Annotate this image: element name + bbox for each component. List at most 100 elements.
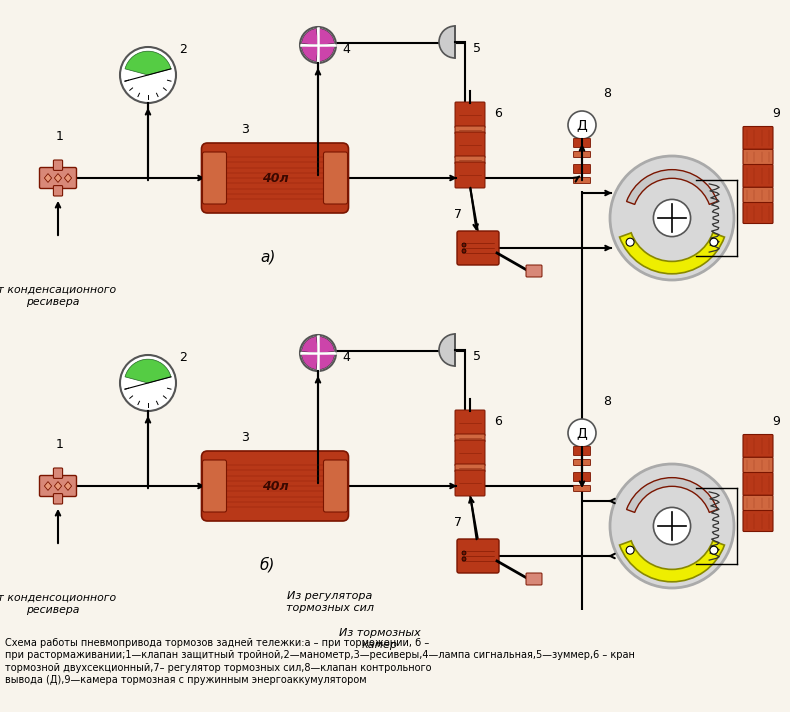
Text: 2: 2 [179, 43, 187, 56]
FancyBboxPatch shape [457, 539, 499, 573]
Polygon shape [65, 481, 72, 491]
Wedge shape [626, 169, 717, 204]
Text: а): а) [260, 250, 276, 265]
Text: Д: Д [577, 118, 588, 132]
Text: 7: 7 [454, 516, 462, 529]
Circle shape [710, 239, 718, 246]
Wedge shape [619, 233, 724, 274]
Text: 3: 3 [241, 431, 249, 444]
FancyBboxPatch shape [54, 493, 62, 504]
Circle shape [568, 419, 596, 447]
Circle shape [610, 156, 734, 280]
Circle shape [653, 199, 690, 236]
Circle shape [462, 249, 466, 253]
Polygon shape [44, 174, 51, 182]
FancyBboxPatch shape [526, 573, 542, 585]
Text: 3: 3 [241, 123, 249, 136]
Text: 9: 9 [772, 415, 780, 428]
FancyBboxPatch shape [323, 460, 348, 512]
Polygon shape [55, 481, 62, 491]
FancyBboxPatch shape [455, 440, 485, 466]
Text: От конденсационного
ресивера: От конденсационного ресивера [0, 285, 117, 307]
Circle shape [710, 546, 718, 554]
FancyBboxPatch shape [457, 231, 499, 265]
Wedge shape [302, 353, 318, 370]
Wedge shape [439, 334, 455, 366]
Circle shape [120, 47, 176, 103]
FancyBboxPatch shape [455, 126, 485, 134]
Wedge shape [439, 26, 455, 58]
FancyBboxPatch shape [743, 473, 773, 496]
FancyBboxPatch shape [574, 177, 590, 184]
Circle shape [568, 111, 596, 139]
FancyBboxPatch shape [743, 457, 773, 473]
FancyBboxPatch shape [54, 160, 62, 170]
Text: 6: 6 [494, 415, 502, 428]
FancyBboxPatch shape [574, 164, 590, 174]
Circle shape [462, 557, 466, 561]
Text: 9: 9 [772, 107, 780, 120]
Polygon shape [55, 174, 62, 182]
Circle shape [626, 239, 634, 246]
FancyBboxPatch shape [455, 102, 485, 128]
Circle shape [462, 551, 466, 555]
Text: Д: Д [577, 426, 588, 440]
FancyBboxPatch shape [574, 139, 590, 147]
Wedge shape [302, 45, 318, 61]
FancyBboxPatch shape [201, 143, 348, 213]
Text: 4: 4 [342, 351, 350, 364]
Wedge shape [626, 478, 717, 513]
Text: 40л: 40л [261, 172, 288, 184]
FancyBboxPatch shape [743, 127, 773, 150]
Polygon shape [65, 174, 72, 182]
Circle shape [653, 508, 690, 545]
Wedge shape [318, 337, 334, 353]
Text: От конденсоционного
ресивера: От конденсоционного ресивера [0, 593, 117, 614]
Wedge shape [125, 51, 171, 75]
FancyBboxPatch shape [54, 186, 62, 196]
Text: 4: 4 [342, 43, 350, 56]
FancyBboxPatch shape [323, 152, 348, 204]
FancyBboxPatch shape [743, 511, 773, 531]
Wedge shape [318, 353, 334, 370]
FancyBboxPatch shape [455, 464, 485, 472]
Wedge shape [302, 28, 318, 45]
FancyBboxPatch shape [202, 152, 227, 204]
FancyBboxPatch shape [455, 132, 485, 158]
FancyBboxPatch shape [574, 152, 590, 157]
Circle shape [120, 355, 176, 411]
FancyBboxPatch shape [574, 446, 590, 456]
FancyBboxPatch shape [743, 202, 773, 224]
FancyBboxPatch shape [201, 451, 348, 521]
FancyBboxPatch shape [574, 459, 590, 466]
FancyBboxPatch shape [526, 265, 542, 277]
Text: 40л: 40л [261, 479, 288, 493]
FancyBboxPatch shape [743, 434, 773, 457]
Text: 5: 5 [473, 42, 481, 55]
FancyBboxPatch shape [743, 187, 773, 203]
FancyBboxPatch shape [743, 496, 773, 511]
Text: 7: 7 [454, 208, 462, 221]
FancyBboxPatch shape [40, 476, 77, 496]
Text: б): б) [260, 557, 276, 573]
Wedge shape [318, 45, 334, 61]
FancyBboxPatch shape [574, 486, 590, 491]
Circle shape [300, 27, 336, 63]
Text: 8: 8 [603, 87, 611, 100]
FancyBboxPatch shape [54, 468, 62, 478]
FancyBboxPatch shape [455, 410, 485, 436]
FancyBboxPatch shape [40, 167, 77, 189]
Text: Из регулятора
тормозных сил: Из регулятора тормозных сил [286, 591, 374, 612]
Circle shape [462, 243, 466, 247]
Text: Из тормозных
камер: Из тормозных камер [339, 628, 421, 649]
FancyBboxPatch shape [455, 470, 485, 496]
Text: 2: 2 [179, 351, 187, 364]
FancyBboxPatch shape [743, 164, 773, 187]
Text: 1: 1 [56, 130, 64, 143]
Wedge shape [619, 541, 724, 582]
Text: 1: 1 [56, 438, 64, 451]
FancyBboxPatch shape [455, 434, 485, 442]
FancyBboxPatch shape [455, 162, 485, 188]
Text: 5: 5 [473, 350, 481, 363]
Polygon shape [44, 481, 51, 491]
